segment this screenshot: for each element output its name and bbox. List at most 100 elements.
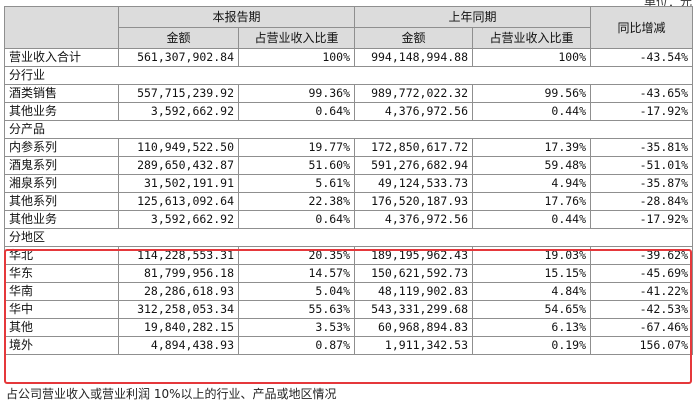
section-title: 分地区: [3, 228, 694, 247]
prior-amount: 543,331,299.68: [354, 300, 474, 319]
unit-note: 单位：元: [643, 0, 692, 9]
current-amount: 110,949,522.50: [118, 138, 239, 157]
yoy-change: -41.22%: [590, 282, 694, 301]
current-amount: 3,592,662.92: [118, 210, 239, 229]
prior-amount: 60,968,894.83: [354, 318, 474, 337]
row-label: 华东: [4, 264, 119, 283]
current-amount: 289,650,432.87: [118, 156, 239, 175]
table-row: 华中 312,258,053.34 55.63% 543,331,299.68 54.6…: [4, 300, 694, 319]
prior-share: 15.15%: [472, 264, 592, 283]
prior-amount: 189,195,962.43: [354, 246, 474, 265]
row-label: 其他系列: [4, 192, 119, 211]
prior-amount: 994,148,994.88: [354, 48, 474, 67]
current-amount: 4,894,438.93: [118, 336, 239, 355]
current-amount: 81,799,956.18: [118, 264, 239, 283]
yoy-change: -35.87%: [590, 174, 694, 193]
prior-amount: 4,376,972.56: [354, 210, 474, 229]
table-row: 其他业务 3,592,662.92 0.64% 4,376,972.56 0.44% -1…: [4, 102, 694, 121]
current-amount: 19,840,282.15: [118, 318, 239, 337]
current-amount: 114,228,553.31: [118, 246, 239, 265]
current-share: 100%: [237, 48, 356, 67]
current-share: 20.35%: [237, 246, 356, 265]
current-share: 5.04%: [237, 282, 356, 301]
header-current-share: 占营业收入比重: [237, 27, 356, 49]
row-label: 其他业务: [4, 102, 119, 121]
header-prior-period: 上年同期: [354, 6, 592, 28]
current-share: 51.60%: [237, 156, 356, 175]
yoy-change: -67.46%: [590, 318, 694, 337]
yoy-change: -17.92%: [590, 102, 694, 121]
header-yoy-change: 同比增减: [590, 6, 694, 49]
prior-share: 0.44%: [472, 210, 592, 229]
row-label: 营业收入合计: [4, 48, 119, 67]
current-amount: 312,258,053.34: [118, 300, 239, 319]
current-share: 99.36%: [237, 84, 356, 103]
current-share: 55.63%: [237, 300, 356, 319]
header-current-amount: 金额: [118, 27, 239, 49]
prior-share: 19.03%: [472, 246, 592, 265]
current-share: 19.77%: [237, 138, 356, 157]
current-amount: 557,715,239.92: [118, 84, 239, 103]
revenue-table: 本报告期 上年同期 同比增减 金额 占营业收入比重 金额 占营业收入比重 营业收…: [3, 6, 694, 355]
table-row: 华南 28,286,618.93 5.04% 48,119,902.83 4.84% -4…: [4, 282, 694, 301]
table-row: 境外 4,894,438.93 0.87% 1,911,342.53 0.19% 156.…: [4, 336, 694, 355]
row-label: 华南: [4, 282, 119, 301]
section-title: 分行业: [3, 66, 694, 85]
yoy-change: -43.65%: [590, 84, 694, 103]
table-row: 其他业务 3,592,662.92 0.64% 4,376,972.56 0.44% -1…: [4, 210, 694, 229]
prior-share: 17.76%: [472, 192, 592, 211]
current-amount: 28,286,618.93: [118, 282, 239, 301]
section-title: 分产品: [3, 120, 694, 139]
prior-amount: 176,520,187.93: [354, 192, 474, 211]
prior-share: 4.94%: [472, 174, 592, 193]
prior-share: 4.84%: [472, 282, 592, 301]
row-label: 酒鬼系列: [4, 156, 119, 175]
yoy-change: -17.92%: [590, 210, 694, 229]
prior-share: 99.56%: [472, 84, 592, 103]
prior-amount: 150,621,592.73: [354, 264, 474, 283]
prior-share: 6.13%: [472, 318, 592, 337]
current-share: 5.61%: [237, 174, 356, 193]
prior-share: 17.39%: [472, 138, 592, 157]
prior-amount: 1,911,342.53: [354, 336, 474, 355]
row-label: 酒类销售: [4, 84, 119, 103]
current-amount: 561,307,902.84: [118, 48, 239, 67]
table-row: 酒鬼系列 289,650,432.87 51.60% 591,276,682.94 59…: [4, 156, 694, 175]
row-label: 其他业务: [4, 210, 119, 229]
table-row: 酒类销售 557,715,239.92 99.36% 989,772,022.32 99…: [4, 84, 694, 103]
header-current-period: 本报告期: [117, 6, 356, 28]
table-row: 华北 114,228,553.31 20.35% 189,195,962.43 19.0…: [4, 246, 694, 265]
prior-share: 0.19%: [472, 336, 592, 355]
prior-amount: 48,119,902.83: [354, 282, 474, 301]
current-share: 0.87%: [237, 336, 356, 355]
prior-amount: 989,772,022.32: [354, 84, 474, 103]
current-share: 0.64%: [237, 210, 356, 229]
prior-amount: 4,376,972.56: [354, 102, 474, 121]
section-header-row: 分产品: [3, 120, 694, 139]
prior-amount: 49,124,533.73: [354, 174, 474, 193]
prior-amount: 591,276,682.94: [354, 156, 474, 175]
table-row: 华东 81,799,956.18 14.57% 150,621,592.73 15.15…: [4, 264, 694, 283]
section-header-row: 分行业: [3, 66, 694, 85]
row-label: 境外: [4, 336, 119, 355]
header-prior-amount: 金额: [354, 27, 474, 49]
total-row: 营业收入合计 561,307,902.84 100% 994,148,994.8…: [4, 48, 694, 67]
row-label: 华北: [4, 246, 119, 265]
current-share: 3.53%: [237, 318, 356, 337]
header-prior-share: 占营业收入比重: [472, 27, 592, 49]
prior-share: 100%: [472, 48, 592, 67]
yoy-change: -43.54%: [590, 48, 694, 67]
current-amount: 31,502,191.91: [118, 174, 239, 193]
current-share: 14.57%: [237, 264, 356, 283]
prior-share: 0.44%: [472, 102, 592, 121]
row-label: 内参系列: [4, 138, 119, 157]
table-row: 其他 19,840,282.15 3.53% 60,968,894.83 6.13% -6…: [4, 318, 694, 337]
section-header-row: 分地区: [3, 228, 694, 247]
yoy-change: -39.62%: [590, 246, 694, 265]
table-row: 其他系列 125,613,092.64 22.38% 176,520,187.93 17…: [4, 192, 694, 211]
current-share: 22.38%: [237, 192, 356, 211]
row-label: 华中: [4, 300, 119, 319]
current-amount: 3,592,662.92: [118, 102, 239, 121]
current-amount: 125,613,092.64: [118, 192, 239, 211]
row-label: 湘泉系列: [4, 174, 119, 193]
